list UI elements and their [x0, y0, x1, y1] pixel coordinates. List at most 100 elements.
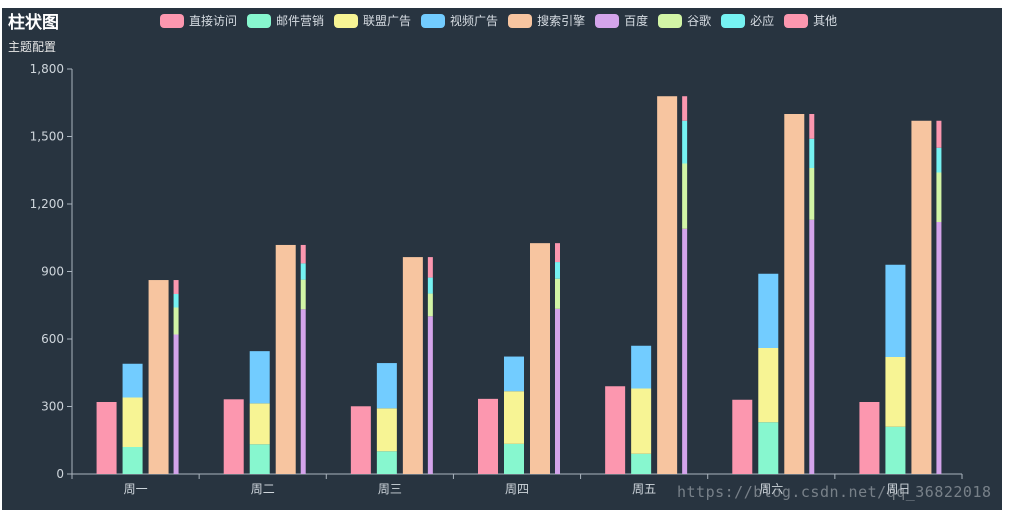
bar-segment: [427, 277, 433, 294]
legend-item[interactable]: 必应: [721, 14, 774, 28]
bar-segment: [427, 257, 433, 278]
bar-segment: [427, 316, 433, 474]
bar-segment: [376, 408, 397, 452]
legend-item[interactable]: 邮件营销: [247, 14, 324, 28]
bar-segment: [555, 262, 560, 279]
legend-swatch: [160, 14, 184, 28]
bar-segment: [300, 244, 306, 264]
bar-segment: [504, 391, 524, 444]
bar-segment: [936, 147, 942, 173]
legend-swatch: [334, 14, 359, 28]
x-tick-label: 周三: [378, 482, 402, 496]
bar-segment: [784, 114, 805, 474]
chart-subtitle: 主题配置: [8, 40, 57, 54]
y-tick-label: 300: [41, 400, 64, 414]
bar-segment: [682, 120, 688, 164]
legend-label: 谷歌: [687, 14, 712, 28]
bar-segment: [885, 264, 906, 357]
bar-segment: [300, 279, 306, 310]
y-tick-label: 1,800: [30, 62, 64, 76]
bar-segment: [555, 308, 560, 474]
bar-segment: [223, 399, 244, 474]
chart-title: 柱状图: [8, 13, 59, 33]
legend-label: 其他: [813, 14, 838, 28]
y-tick-label: 600: [41, 332, 64, 346]
bar-segment: [809, 114, 815, 139]
bar-segment: [605, 386, 626, 474]
bar-segment: [249, 444, 270, 474]
x-tick-label: 周一: [124, 482, 148, 496]
legend-item[interactable]: 视频广告: [421, 14, 498, 28]
chart-legend: 直接访问 邮件营销 联盟广告 视频广告 搜索引擎 百度 谷歌 必应 其他: [160, 11, 847, 31]
bar-segment: [936, 172, 942, 222]
bar-segment: [859, 402, 880, 474]
legend-item[interactable]: 其他: [784, 14, 837, 28]
legend-swatch: [784, 14, 809, 28]
legend-swatch: [508, 14, 533, 28]
bar-segment: [657, 96, 678, 474]
bar-segment: [809, 138, 815, 168]
x-tick-label: 周四: [505, 482, 529, 496]
bar-segment: [173, 307, 179, 335]
bar-segment: [122, 363, 143, 398]
legend-item[interactable]: 联盟广告: [334, 14, 411, 28]
bar-segment: [376, 451, 397, 474]
bar-segment: [809, 219, 815, 474]
legend-item[interactable]: 百度: [595, 14, 648, 28]
bar-segment: [173, 294, 179, 308]
bar-segment: [148, 280, 169, 474]
bar-segment: [936, 222, 942, 474]
bar-segment: [478, 398, 498, 474]
bar-segment: [350, 406, 371, 474]
bar-segment: [936, 120, 942, 148]
legend-item[interactable]: 谷歌: [658, 14, 711, 28]
bar-segment: [732, 399, 753, 474]
bar-segment: [249, 351, 270, 404]
legend-swatch: [595, 14, 620, 28]
bar-segment: [631, 388, 652, 454]
legend-swatch: [247, 14, 272, 28]
bar-segment: [427, 293, 433, 317]
legend-item[interactable]: 直接访问: [160, 14, 237, 28]
bar-segment: [758, 348, 779, 423]
legend-item[interactable]: 搜索引擎: [508, 14, 585, 28]
bar-segment: [885, 426, 906, 474]
legend-label: 视频广告: [450, 14, 499, 28]
bar-segment: [122, 447, 143, 474]
y-tick-label: 1,200: [30, 197, 64, 211]
x-tick-label: 周二: [251, 482, 275, 496]
bar-segment: [758, 273, 779, 348]
legend-label: 搜索引擎: [537, 14, 586, 28]
bar-segment: [122, 397, 143, 447]
watermark-url: https://blog.csdn.net/qq_36822018: [677, 483, 992, 501]
bar-segment: [249, 403, 270, 445]
bar-segment: [530, 243, 550, 474]
bar-segment: [402, 257, 423, 474]
bar-segment: [631, 453, 652, 474]
bar-segment: [173, 280, 179, 294]
legend-label: 直接访问: [189, 14, 238, 28]
y-tick-label: 900: [41, 265, 64, 279]
y-tick-label: 1,500: [30, 130, 64, 144]
bar-segment: [300, 309, 306, 474]
bar-segment: [885, 357, 906, 427]
bar-segment: [504, 356, 524, 392]
bar-segment: [809, 168, 815, 220]
bar-segment: [682, 163, 688, 229]
x-tick-label: 周六: [759, 482, 783, 496]
bar-segment: [682, 228, 688, 474]
bar-segment: [631, 345, 652, 389]
y-tick-label: 0: [56, 467, 64, 481]
bar-segment: [300, 263, 306, 280]
bar-segment: [173, 334, 179, 474]
chart-panel: 0 300 600 900 1,200 1,500 1,800 周一 周二 周三 周四 周五 周六 周日 …: [2, 8, 1002, 510]
legend-label: 必应: [750, 14, 775, 28]
bar-segment: [911, 120, 932, 474]
bar-segment: [682, 96, 688, 121]
legend-swatch: [421, 14, 446, 28]
legend-swatch: [721, 14, 746, 28]
x-tick-label: 周日: [886, 482, 910, 496]
legend-swatch: [658, 14, 683, 28]
legend-label: 联盟广告: [363, 14, 412, 28]
bar-segment: [96, 402, 117, 474]
